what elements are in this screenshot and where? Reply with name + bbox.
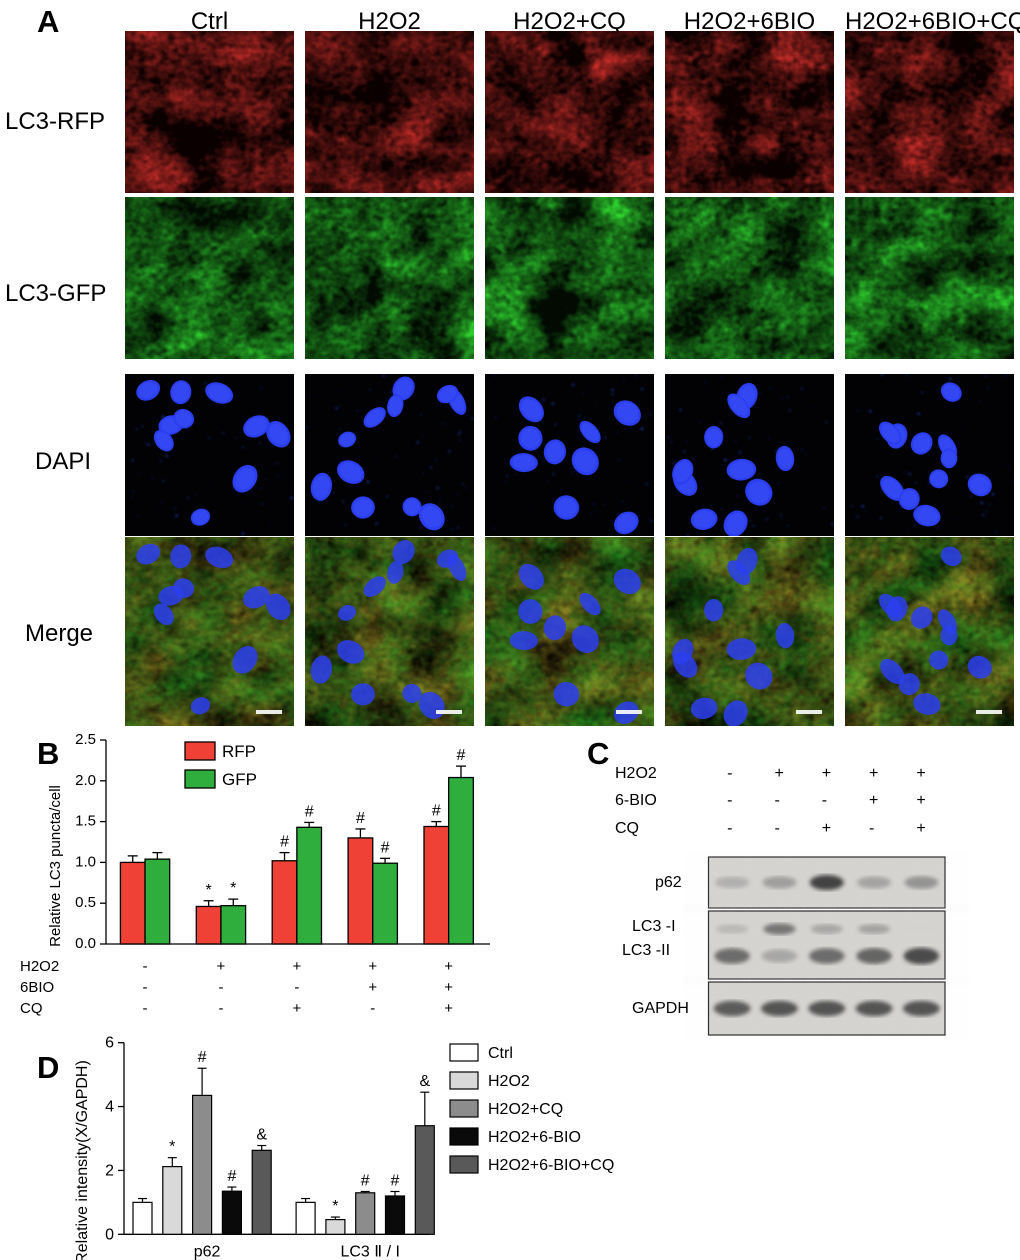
- svg-text:6: 6: [105, 1035, 114, 1052]
- svg-text:H2O2+CQ: H2O2+CQ: [488, 1101, 563, 1118]
- svg-text:#: #: [361, 1173, 370, 1190]
- svg-text:0: 0: [105, 1226, 114, 1243]
- svg-text:H2O2: H2O2: [488, 1073, 530, 1090]
- svg-text:#: #: [227, 1168, 236, 1185]
- svg-text:H2O2+6-BIO: H2O2+6-BIO: [488, 1129, 581, 1146]
- svg-text:&: &: [419, 1073, 430, 1090]
- svg-text:p62: p62: [194, 1243, 221, 1260]
- svg-text:LC3 Ⅱ / I: LC3 Ⅱ / I: [340, 1243, 399, 1260]
- svg-text:*: *: [169, 1139, 175, 1156]
- svg-text:*: *: [332, 1198, 338, 1215]
- svg-text:Ctrl: Ctrl: [488, 1045, 513, 1062]
- svg-text:Relative intensity(X/GAPDH): Relative intensity(X/GAPDH): [74, 1060, 91, 1260]
- svg-text:#: #: [391, 1173, 400, 1190]
- svg-text:&: &: [256, 1127, 267, 1144]
- svg-text:4: 4: [105, 1099, 114, 1116]
- svg-text:2: 2: [105, 1162, 114, 1179]
- svg-text:H2O2+6-BIO+CQ: H2O2+6-BIO+CQ: [488, 1157, 614, 1174]
- svg-text:#: #: [198, 1049, 207, 1066]
